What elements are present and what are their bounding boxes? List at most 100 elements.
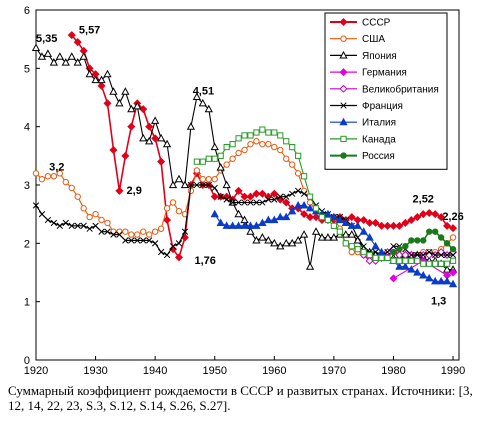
series-0-point: [234, 186, 243, 195]
series-1-point: [247, 140, 254, 148]
series-2-point: [288, 238, 297, 247]
x-tick-label: 1950: [202, 365, 226, 377]
series-1-point: [259, 140, 266, 148]
series-7-point: [420, 260, 427, 267]
series-5-point: [426, 248, 433, 256]
series-7-point: [318, 213, 326, 221]
series-6-point: [299, 200, 309, 209]
data-label: 2,52: [413, 194, 434, 206]
series-2-point: [103, 69, 112, 78]
series-7-point: [211, 155, 218, 162]
series-1-point: [80, 205, 87, 212]
series-1-point: [38, 175, 46, 183]
y-tick-label: 6: [24, 5, 30, 17]
legend-marker: [340, 102, 347, 109]
series-0-point: [443, 221, 452, 230]
series-2-point: [192, 92, 202, 101]
series-2-point: [67, 52, 76, 60]
series-1-point: [229, 155, 236, 162]
series-5-point: [152, 240, 159, 247]
series-2-point: [198, 98, 207, 107]
series-2-point: [145, 136, 154, 145]
series-1-point: [134, 231, 141, 238]
series-5-point: [408, 251, 415, 259]
x-tick-label: 1990: [441, 365, 465, 377]
legend-label: Канада: [362, 134, 396, 145]
series-1-point: [86, 213, 93, 221]
series-6-point: [448, 279, 458, 288]
series-6-point: [258, 218, 267, 227]
series-7-point: [271, 129, 278, 136]
annotations: 5,35 5,57 3,2 2,9 4,51 1,76 2,52 2,26 1,3: [36, 24, 464, 307]
series-0-point: [347, 213, 356, 222]
legend-label: США: [362, 34, 385, 45]
series-1-point: [116, 228, 123, 235]
series-6-point: [341, 218, 350, 227]
series-1-point: [104, 219, 111, 227]
series-5-point: [98, 228, 105, 235]
series-2-point: [109, 87, 118, 95]
series-4-point: [365, 256, 374, 265]
series-0-point: [73, 38, 82, 47]
series-5-point: [253, 199, 260, 206]
series-8-point: [408, 237, 415, 244]
series-1-point: [32, 170, 40, 177]
series-0-point: [252, 189, 261, 198]
series-5-point: [169, 243, 177, 250]
legend-marker: [340, 135, 347, 143]
legend-marker: [339, 50, 348, 59]
series-2-point: [270, 238, 279, 247]
series-1-point: [163, 205, 171, 212]
series-2-point: [246, 227, 255, 235]
series-6-point: [419, 270, 428, 279]
series-0-point: [437, 213, 446, 222]
series-2-point: [115, 98, 124, 107]
series-5-point: [420, 251, 427, 259]
series-6-point: [395, 262, 404, 270]
series-0-point: [449, 224, 458, 233]
series-2-point: [347, 230, 356, 238]
legend: СССР США Япония Германия Великобритания Франц…: [324, 12, 448, 170]
series-0-point: [67, 31, 76, 40]
series-7-point: [235, 135, 242, 142]
legend-marker: [340, 35, 347, 42]
series-2-point: [234, 209, 243, 218]
series-5-point: [414, 251, 421, 259]
series-1-point: [348, 248, 355, 256]
legend-marker: [339, 117, 348, 126]
series-6-point: [282, 212, 291, 221]
series-0-point: [157, 157, 166, 166]
series-7-point: [426, 260, 433, 267]
series-8-point: [449, 245, 457, 253]
data-label: 5,35: [36, 33, 57, 45]
series-0-point: [240, 192, 249, 201]
series-5-point: [44, 216, 52, 224]
series-2-point: [139, 133, 148, 142]
series-7-point: [193, 158, 200, 165]
series-5-point: [271, 196, 278, 203]
series-5-point: [68, 222, 75, 229]
series-2-point: [264, 235, 273, 244]
series-5-point: [217, 193, 224, 200]
series-6-point: [288, 206, 297, 215]
series-2-point: [79, 52, 88, 60]
series-3-point: [389, 274, 398, 283]
legend-label: Япония: [362, 51, 397, 62]
y-tick-label: 1: [24, 297, 30, 309]
series-7-point: [259, 126, 266, 133]
x-tick-label: 1930: [83, 365, 107, 377]
series-1-point: [62, 178, 69, 186]
series-1-point: [50, 173, 58, 180]
series-7-point: [348, 243, 355, 250]
series-8-point: [426, 228, 433, 235]
x-tick-label: 1940: [143, 365, 167, 377]
data-label: 1,76: [194, 255, 215, 267]
chart-svg: 1920 1930 1940 1950 1960 1970 1980 19900123456 …: [24, 5, 466, 377]
series-0-point: [306, 213, 315, 222]
series-2-point: [329, 233, 339, 241]
series-0-point: [258, 189, 267, 198]
data-label: 1,3: [431, 296, 446, 308]
series-2-point: [180, 180, 190, 189]
series-1-point: [223, 161, 230, 168]
series-1-point: [74, 193, 81, 200]
